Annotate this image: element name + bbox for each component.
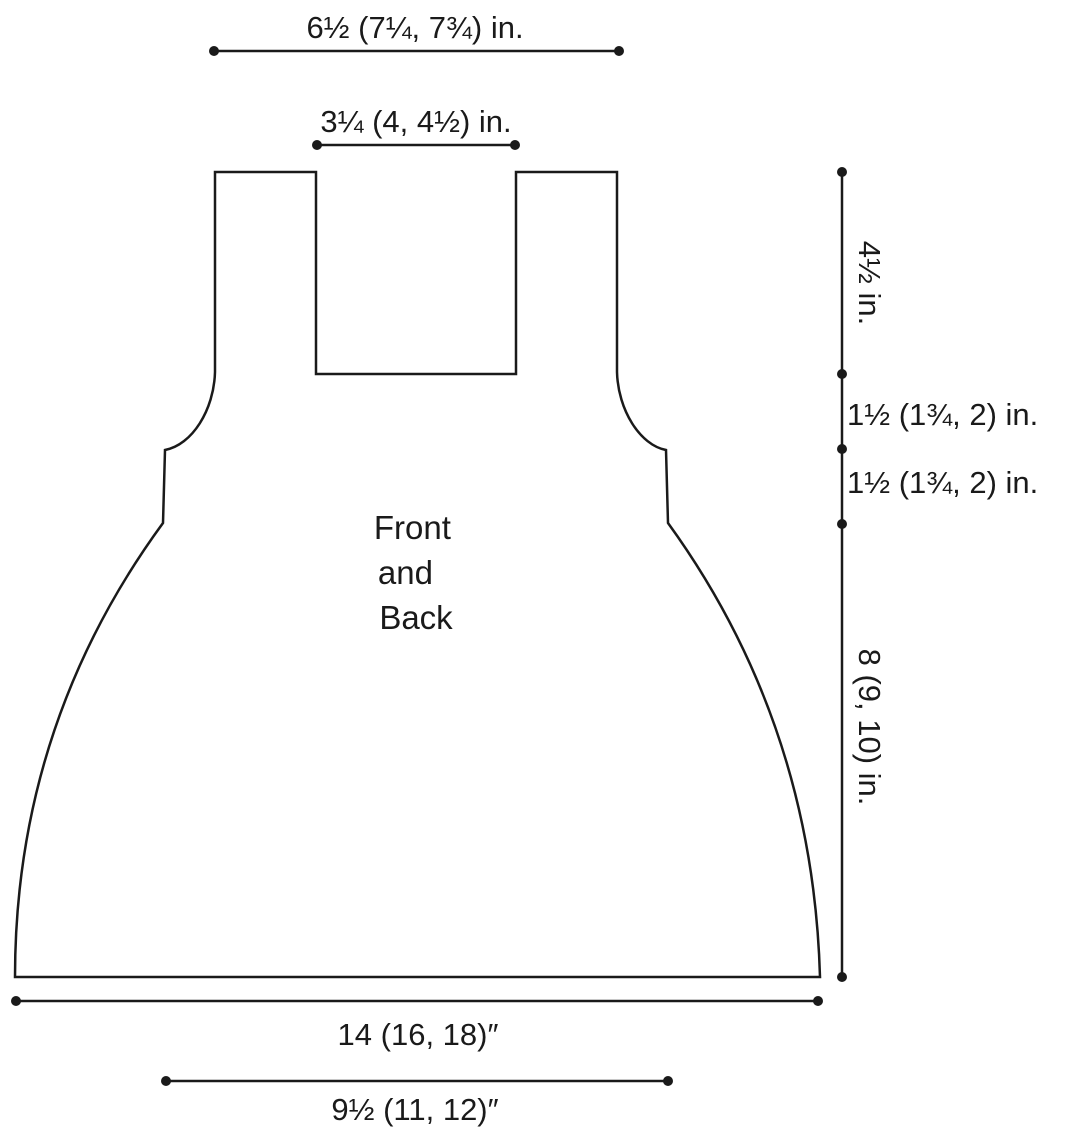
hem-width-dimension: 14 (16, 18)″ [11,996,823,1052]
hem-width-label: 14 (16, 18)″ [338,1017,499,1052]
front-and-back-outline [13,170,822,979]
piece-label-line-2: and [378,554,433,591]
piece-label: Front and Back [374,509,460,636]
top-width-label: 6½ (7¼, 7¾) in. [306,10,523,45]
piece-label-line-3: Back [379,599,453,636]
top-width-dimension: 6½ (7¼, 7¾) in. [209,10,624,56]
armhole-lower-label: 1½ (1¾, 2) in. [847,465,1038,500]
neck-width-dimension: 3¼ (4, 4½) in. [312,104,520,150]
bodice-width-dimension: 9½ (11, 12)″ [161,1076,673,1127]
bodice-width-label: 9½ (11, 12)″ [331,1092,498,1127]
skirt-length-label: 8 (9, 10) in. [852,649,887,806]
vertical-dimension [837,167,847,982]
neck-width-label: 3¼ (4, 4½) in. [320,104,511,139]
piece-label-line-1: Front [374,509,451,546]
armhole-upper-label: 1½ (1¾, 2) in. [847,397,1038,432]
strap-height-label: 4½ in. [852,241,887,325]
